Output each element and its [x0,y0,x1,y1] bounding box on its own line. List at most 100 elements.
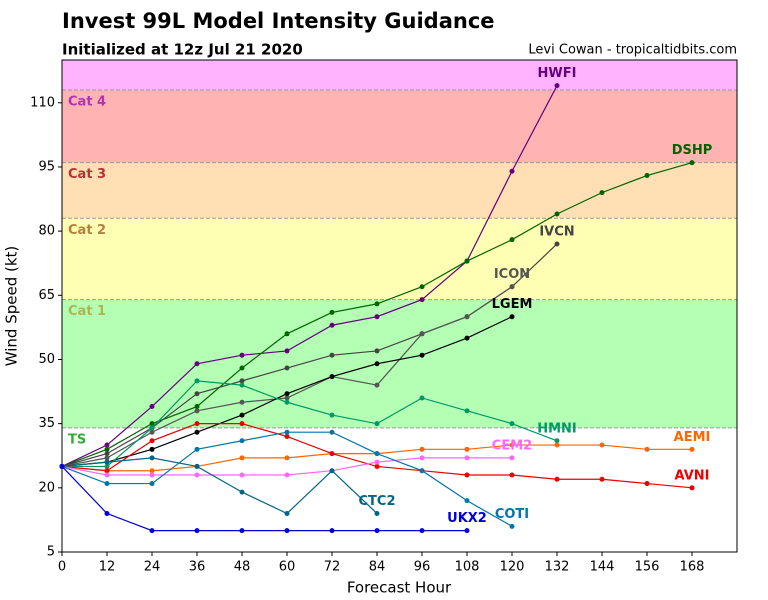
series-point [194,408,200,414]
series-point [419,468,425,474]
series-point [464,455,470,461]
x-tick-label: 144 [590,560,615,575]
series-point [599,476,605,482]
series-point [149,421,155,427]
series-point [554,83,560,89]
series-point [464,314,470,320]
series-point [329,309,335,315]
series-label: LGEM [492,297,533,312]
x-tick-label: 168 [680,560,705,575]
series-point [689,160,695,166]
series-line [61,466,467,532]
series-point [239,412,245,418]
y-axis-label: Wind Speed (kt) [3,246,21,367]
chart-subtitle: Initialized at 12z Jul 21 2020 [62,41,303,59]
x-tick-label: 0 [58,560,66,575]
series-point [374,361,380,367]
chart-title: Invest 99L Model Intensity Guidance [62,9,495,33]
series-point [419,331,425,337]
series-point [554,241,560,247]
series-point [644,446,650,452]
series-label: CEM2 [492,438,532,453]
series-point [149,404,155,410]
series-point [509,442,515,448]
series-point [509,523,515,529]
band-label: TS [68,432,86,447]
series-point [104,446,110,452]
series-point [239,528,245,534]
series-point [464,498,470,504]
series-point [689,446,695,452]
series-point [239,365,245,371]
band-label: Cat 4 [68,94,106,109]
series-point [644,481,650,487]
x-tick-label: 24 [144,560,161,575]
series-line [61,85,558,467]
series-point [194,391,200,397]
series-point [374,421,380,427]
series-label: HMNI [537,421,577,436]
series-point [329,374,335,380]
band-label: Cat 1 [68,304,106,319]
series-label: CTC2 [359,494,396,509]
series-point [329,352,335,358]
y-tick-label: 35 [38,416,55,431]
series-point [149,438,155,444]
series-point [239,421,245,427]
series-point [149,446,155,452]
y-tick-label: 50 [38,352,55,367]
y-tick-label: 95 [38,159,55,174]
x-tick-label: 120 [500,560,525,575]
intensity-band [62,299,737,428]
series-point [464,408,470,414]
series-point [374,510,380,516]
series-point [374,451,380,457]
band-label: Cat 3 [68,167,106,182]
series-point [239,399,245,405]
x-tick-label: 36 [189,560,206,575]
series-point [419,352,425,358]
series-point [464,335,470,341]
series-label: DSHP [672,143,713,158]
series-point [329,528,335,534]
series-point [374,314,380,320]
series-point [599,442,605,448]
y-tick-label: 5 [47,545,55,560]
series-point [374,528,380,534]
series-point [104,472,110,478]
series-point [284,391,290,397]
series-point [554,442,560,448]
series-point [554,211,560,217]
x-axis-label: Forecast Hour [347,579,452,597]
intensity-band [62,162,737,219]
series-point [284,433,290,439]
series-point [104,455,110,461]
series-point [149,429,155,435]
series-point [464,258,470,264]
series-point [149,425,155,431]
series-point [239,472,245,478]
y-tick-label: 65 [38,288,55,303]
series-point [464,528,470,534]
series-point [239,455,245,461]
series-point [284,510,290,516]
series-point [419,395,425,401]
series-point [149,468,155,474]
series-point [464,446,470,452]
series-point [554,438,560,444]
series-point [509,284,515,290]
series-label: AVNI [675,468,710,483]
intensity-band [62,89,737,163]
series-point [194,404,200,410]
series-point [104,463,110,469]
series-point [149,455,155,461]
band-label: Cat 2 [68,223,106,238]
series-point [329,468,335,474]
x-tick-label: 96 [414,560,431,575]
series-label: ICON [494,267,530,282]
series-point [419,455,425,461]
x-tick-label: 48 [234,560,251,575]
series-point [194,528,200,534]
y-tick-label: 80 [38,224,55,239]
series-point [329,429,335,435]
